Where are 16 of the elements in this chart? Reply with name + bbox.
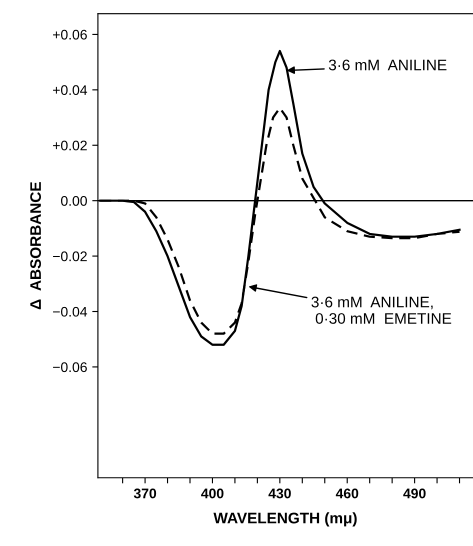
- x-tick-label: 460: [336, 488, 358, 498]
- y-tick-label: −0.04: [53, 306, 88, 317]
- x-axis-title: WAVELENGTH (mμ): [213, 512, 357, 526]
- y-tick-label: −0.06: [53, 362, 87, 372]
- y-tick-label: +0.02: [53, 140, 87, 150]
- x-tick-label: 400: [201, 488, 224, 498]
- y-tick-label: +0.04: [53, 85, 88, 96]
- x-tick-label: 430: [268, 488, 291, 498]
- y-tick-label: −0.02: [53, 251, 87, 262]
- y-tick-label: +0.06: [53, 30, 87, 40]
- y-tick-label: 0.00: [61, 196, 87, 206]
- x-tick-label: 370: [134, 488, 156, 498]
- x-tick-label: 490: [403, 488, 426, 498]
- y-axis-title: Δ ABSORBANCE: [30, 182, 41, 310]
- annotation: 3·6 mM ANILINE, 0·30 mM EMETINE: [311, 296, 452, 324]
- annotation: 3·6 mM ANILINE: [328, 60, 446, 70]
